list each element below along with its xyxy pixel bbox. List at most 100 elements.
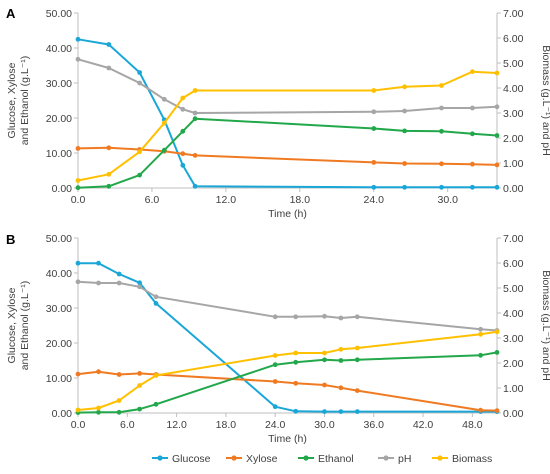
series-xylose bbox=[75, 369, 500, 413]
y2-tick-label: 5.00 bbox=[503, 283, 524, 295]
data-point-glucose bbox=[402, 184, 407, 190]
x-axis-title: Time (h) bbox=[268, 208, 307, 220]
data-point-ph bbox=[354, 314, 360, 320]
data-point-biomass bbox=[322, 350, 327, 356]
data-point-ph bbox=[371, 109, 377, 115]
legend-swatch-marker bbox=[157, 455, 163, 461]
legend-label: Xylose bbox=[246, 453, 278, 465]
data-point-biomass bbox=[272, 353, 278, 358]
series-glucose bbox=[75, 260, 500, 414]
data-point-biomass bbox=[75, 178, 81, 183]
chart-panel-b: B 0.00 10.00 20.00 30.00 40.00 50.00 0.00 1.00 2.… bbox=[6, 232, 550, 445]
panel-letter: A bbox=[6, 6, 16, 21]
data-point-biomass bbox=[153, 373, 159, 378]
y2-axis-title: Biomass (g.L⁻¹) and pH bbox=[540, 270, 550, 381]
data-point-ph bbox=[106, 65, 112, 71]
data-point-ph bbox=[137, 284, 143, 290]
series-ethanol bbox=[75, 350, 500, 415]
data-point-ethanol bbox=[494, 133, 500, 138]
data-point-ethanol bbox=[137, 172, 143, 178]
series-ethanol bbox=[75, 116, 500, 191]
x-axis-title: Time (h) bbox=[268, 433, 307, 445]
y-tick-label: 10.00 bbox=[46, 373, 72, 385]
legend-swatch-marker bbox=[383, 455, 389, 461]
data-point-glucose bbox=[75, 260, 81, 266]
data-point-ethanol bbox=[439, 128, 444, 134]
data-point-xylose bbox=[137, 371, 143, 376]
series-ph bbox=[75, 56, 500, 116]
x-tick-label: 18.0 bbox=[290, 194, 311, 206]
data-point-ethanol bbox=[470, 131, 475, 137]
y2-tick-label: 1.00 bbox=[503, 158, 524, 170]
x-tick-label: 12.0 bbox=[166, 419, 187, 431]
data-point-ethanol bbox=[96, 409, 101, 415]
series-line-ethanol bbox=[77, 351, 498, 414]
y2-tick-label: 3.00 bbox=[503, 108, 524, 120]
data-point-xylose bbox=[293, 380, 299, 386]
panel-letter: B bbox=[6, 232, 15, 247]
data-point-ethanol bbox=[161, 147, 167, 153]
legend-item-glucose: Glucose bbox=[152, 453, 211, 465]
y2-tick-label: 7.00 bbox=[503, 8, 524, 20]
data-point-xylose bbox=[338, 385, 344, 391]
data-point-glucose bbox=[439, 184, 444, 190]
series-line-ph bbox=[77, 280, 498, 332]
data-point-xylose bbox=[470, 161, 475, 167]
data-point-ph bbox=[137, 80, 143, 86]
data-point-ph bbox=[192, 110, 198, 116]
data-point-ph bbox=[494, 104, 500, 110]
y-tick-label: 20.00 bbox=[46, 338, 72, 350]
y-tick-label: 10.00 bbox=[46, 148, 72, 160]
legend-swatch-marker bbox=[231, 455, 237, 461]
legend-item-xylose: Xylose bbox=[226, 453, 278, 465]
data-point-xylose bbox=[371, 160, 377, 165]
data-point-xylose bbox=[180, 151, 186, 157]
data-point-ethanol bbox=[75, 185, 81, 191]
data-point-glucose bbox=[354, 409, 360, 414]
legend-swatch-marker bbox=[303, 455, 309, 461]
data-point-ph bbox=[478, 326, 483, 332]
data-point-ethanol bbox=[478, 352, 483, 358]
series-ph bbox=[75, 279, 500, 333]
data-point-ph bbox=[338, 315, 344, 321]
data-point-glucose bbox=[116, 271, 122, 277]
x-tick-label: 18.0 bbox=[216, 419, 237, 431]
y-tick-label: 20.00 bbox=[46, 113, 72, 125]
data-point-xylose bbox=[402, 161, 407, 166]
data-point-glucose bbox=[137, 70, 143, 75]
data-point-xylose bbox=[494, 162, 500, 168]
chart-panel-a: A 0.00 10.00 20.00 30.00 40.00 50.00 0.00 1.00 2.… bbox=[6, 6, 550, 220]
data-point-biomass bbox=[293, 350, 299, 356]
y-tick-label: 40.00 bbox=[46, 43, 72, 55]
x-tick-label: 6.0 bbox=[120, 419, 135, 431]
data-point-ethanol bbox=[494, 350, 500, 355]
data-point-ph bbox=[293, 314, 299, 320]
data-point-glucose bbox=[494, 184, 500, 190]
x-tick-label: 48.0 bbox=[462, 419, 483, 431]
data-point-ph bbox=[75, 279, 81, 285]
data-point-biomass bbox=[354, 345, 360, 351]
x-tick-label: 24.0 bbox=[265, 419, 286, 431]
data-point-xylose bbox=[494, 408, 500, 413]
data-point-ph bbox=[272, 314, 278, 320]
data-point-xylose bbox=[272, 379, 278, 384]
data-point-biomass bbox=[470, 69, 475, 75]
y2-tick-label: 4.00 bbox=[503, 83, 524, 95]
data-point-ethanol bbox=[153, 401, 159, 407]
data-point-xylose bbox=[75, 146, 81, 151]
y-axis-title-line2: and Ethanol (g.L⁻¹) bbox=[19, 56, 31, 146]
data-point-glucose bbox=[322, 409, 327, 414]
y-tick-label: 40.00 bbox=[46, 268, 72, 280]
y2-tick-label: 5.00 bbox=[503, 58, 524, 70]
y-tick-label: 50.00 bbox=[46, 233, 72, 245]
data-point-biomass bbox=[371, 88, 377, 93]
data-point-biomass bbox=[402, 84, 407, 90]
y2-tick-label: 4.00 bbox=[503, 308, 524, 320]
series-line-biomass bbox=[77, 330, 498, 411]
y-tick-label: 50.00 bbox=[46, 8, 72, 20]
x-tick-label: 42.0 bbox=[413, 419, 434, 431]
data-point-xylose bbox=[192, 153, 198, 158]
data-point-ethanol bbox=[106, 183, 112, 189]
y2-tick-label: 0.00 bbox=[503, 183, 524, 195]
legend-label: pH bbox=[398, 453, 411, 465]
